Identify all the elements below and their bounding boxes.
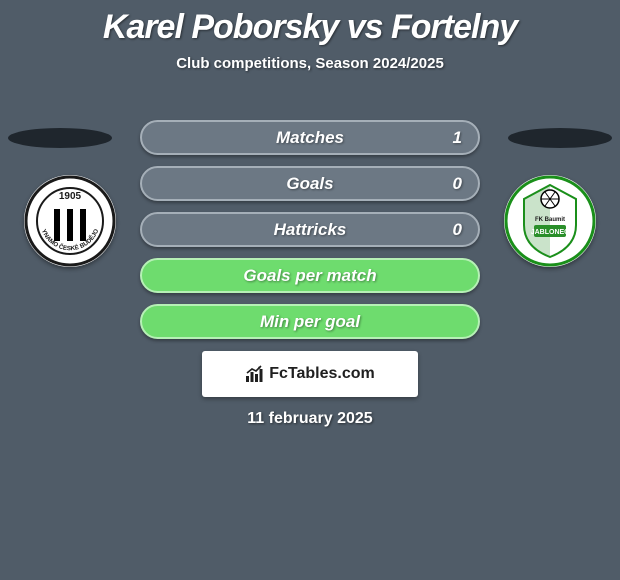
svg-text:JABLONEC: JABLONEC [531,229,570,236]
chart-icon [245,365,265,383]
fctables-label: FcTables.com [269,365,375,383]
page-subtitle: Club competitions, Season 2024/2025 [0,55,620,72]
svg-text:FK Baumit: FK Baumit [535,217,565,223]
svg-text:1905: 1905 [59,191,82,202]
stat-row-min-per-goal: Min per goal [140,304,480,339]
stats-container: Matches 1 Goals 0 Hattricks 0 Goals per … [140,120,480,350]
stat-value: 0 [453,174,462,194]
stat-row-goals-per-match: Goals per match [140,258,480,293]
stat-row-matches: Matches 1 [140,120,480,155]
jablonec-badge-icon: JABLONEC FK Baumit [504,175,596,267]
page-title: Karel Poborsky vs Fortelny [0,0,620,47]
stat-value: 0 [453,220,462,240]
stat-label: Goals per match [243,266,376,286]
stat-value: 1 [453,128,462,148]
stat-row-goals: Goals 0 [140,166,480,201]
fctables-attribution: FcTables.com [202,351,418,397]
stat-label: Hattricks [274,220,347,240]
shadow-left [8,128,112,148]
stat-label: Min per goal [260,312,360,332]
stat-row-hattricks: Hattricks 0 [140,212,480,247]
club-badge-left: 1905 SK DYNAMO ČESKÉ BUDĚJOVICE [24,175,116,267]
dynamo-badge-icon: 1905 SK DYNAMO ČESKÉ BUDĚJOVICE [24,175,116,267]
shadow-right [508,128,612,148]
club-badge-right: JABLONEC FK Baumit [504,175,596,267]
generation-date: 11 february 2025 [0,410,620,428]
stat-label: Matches [276,128,344,148]
stat-label: Goals [286,174,333,194]
